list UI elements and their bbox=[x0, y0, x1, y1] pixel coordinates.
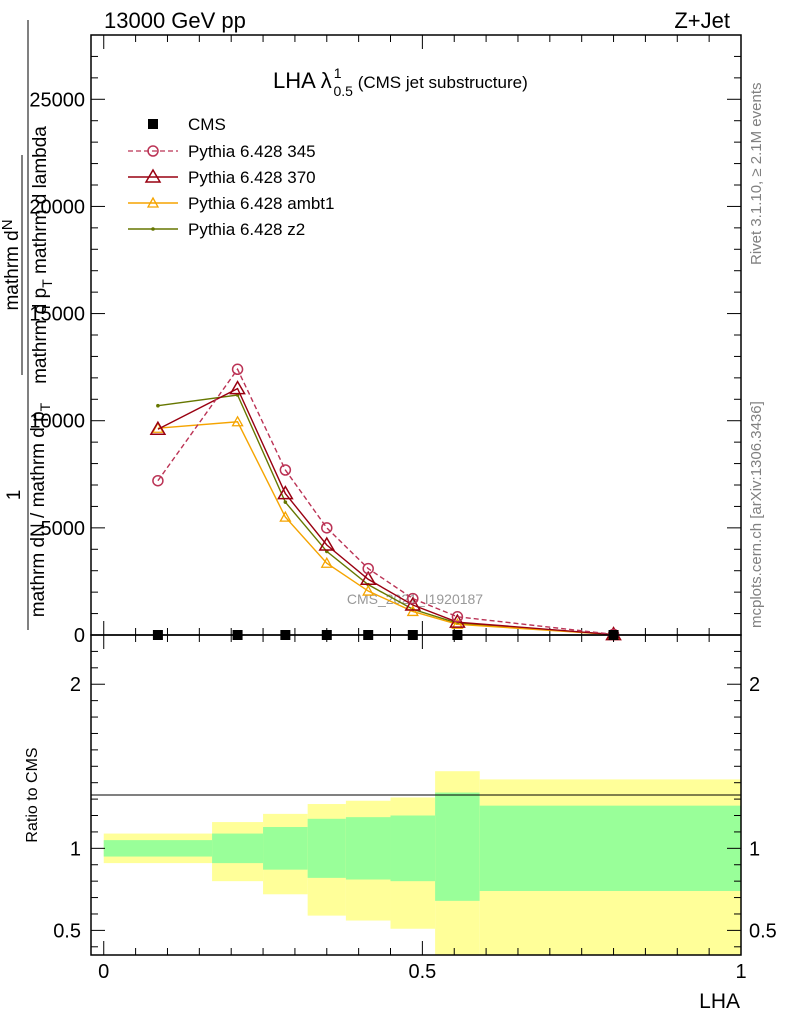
side-text-bottom: mcplots.cern.ch [arXiv:1306.3436] bbox=[748, 401, 765, 628]
main-ytick-label: 10000 bbox=[29, 411, 85, 433]
ylabel-inner-denom: mathrm d pT mathrm d lambda bbox=[30, 126, 55, 384]
data-point-pythia-6-428-370 bbox=[277, 485, 294, 500]
data-point-pythia-6-428-370 bbox=[359, 570, 377, 586]
ratio-bands bbox=[103, 771, 741, 955]
data-point-pythia-6-428-370 bbox=[229, 380, 246, 395]
data-point-pythia-6-428-370 bbox=[404, 596, 422, 611]
ratio-ytick-label-right: 1 bbox=[749, 838, 760, 860]
plot-title-sup: 1 bbox=[334, 65, 342, 81]
ratio-ytick-label: 1 bbox=[70, 838, 81, 860]
data-point-pythia-6-428-ambt1 bbox=[231, 415, 244, 427]
side-text-top: Rivet 3.1.10, ≥ 2.1M events bbox=[748, 83, 765, 266]
legend-marker-z2 bbox=[151, 227, 155, 231]
ratio-ylabel: Ratio to CMS bbox=[24, 747, 41, 842]
data-point-pythia-6-428-345 bbox=[362, 562, 374, 575]
ratio-band-inner bbox=[345, 817, 391, 880]
header-left: 13000 GeV pp bbox=[104, 8, 246, 33]
ratio-y-ticks: 0.5 0.5 1 1 2 2 bbox=[53, 650, 777, 948]
ylabel-numer-a: 1 bbox=[4, 490, 25, 501]
ratio-band-inner bbox=[212, 833, 264, 864]
series-line-pythia-6-428-ambt1 bbox=[157, 421, 614, 636]
main-ytick-label: 0 bbox=[74, 625, 85, 647]
ratio-ytick-label: 0.5 bbox=[53, 920, 81, 942]
legend-label-cms: CMS bbox=[188, 115, 226, 134]
data-point-pythia-6-428-345 bbox=[451, 611, 464, 623]
ratio-ytick-label-right: 0.5 bbox=[749, 920, 777, 942]
main-ylabel: 1 mathrm dN mathrm d pT mathrm d lambda … bbox=[0, 20, 55, 630]
data-point-pythia-6-428-370 bbox=[149, 420, 167, 436]
ratio-xtick-label: 0.5 bbox=[408, 961, 436, 983]
x-axis-label: LHA bbox=[699, 990, 740, 1013]
series-layer bbox=[149, 363, 622, 641]
data-point-pythia-6-428-345 bbox=[231, 363, 244, 376]
plot-title: LHA λ 1 0.5 (CMS jet substructure) bbox=[273, 65, 528, 99]
data-point-pythia-6-428-370 bbox=[318, 536, 336, 551]
data-point-pythia-6-428-345 bbox=[407, 592, 419, 605]
data-point-pythia-6-428-ambt1 bbox=[320, 556, 333, 568]
data-point-pythia-6-428-z2 bbox=[283, 500, 288, 504]
ratio-ytick-label-right: 2 bbox=[749, 674, 760, 696]
series-line-pythia-6-428-345 bbox=[157, 367, 614, 636]
legend-label-z2: Pythia 6.428 z2 bbox=[188, 220, 305, 239]
ratio-xtick-label: 0 bbox=[98, 961, 109, 983]
main-ytick-label: 15000 bbox=[29, 304, 85, 326]
main-ytick-label: 5000 bbox=[41, 518, 86, 540]
ratio-band-inner bbox=[479, 805, 741, 891]
ratio-band-inner bbox=[435, 792, 480, 901]
legend-marker-345 bbox=[147, 145, 159, 157]
legend-marker-cms bbox=[148, 119, 158, 129]
ylabel-outer-numer: mathrm dN bbox=[0, 219, 23, 310]
ratio-band-inner bbox=[103, 840, 213, 857]
data-point-pythia-6-428-345 bbox=[279, 464, 292, 476]
plot-title-sub: 0.5 bbox=[334, 83, 354, 99]
plot-title-suffix: (CMS jet substructure) bbox=[353, 73, 528, 92]
data-point-pythia-6-428-ambt1 bbox=[362, 584, 375, 596]
ratio-x-ticks: 0 0.5 1 bbox=[98, 635, 747, 983]
legend-marker-370 bbox=[144, 168, 162, 183]
legend-label-ambt1: Pythia 6.428 ambt1 bbox=[188, 194, 334, 213]
main-ytick-label: 25000 bbox=[29, 89, 85, 111]
ratio-band-inner bbox=[263, 827, 308, 870]
ratio-band-inner bbox=[307, 818, 346, 878]
legend: CMS Pythia 6.428 345 Pythia 6.428 370 Py… bbox=[128, 115, 334, 239]
ratio-xtick-label: 1 bbox=[735, 961, 746, 983]
header-right: Z+Jet bbox=[674, 8, 730, 33]
data-point-pythia-6-428-345 bbox=[321, 522, 333, 534]
data-point-pythia-6-428-345 bbox=[152, 474, 164, 487]
data-point-pythia-6-428-ambt1 bbox=[406, 605, 419, 617]
legend-label-345: Pythia 6.428 345 bbox=[188, 142, 316, 161]
data-point-pythia-6-428-ambt1 bbox=[279, 510, 292, 522]
data-point-pythia-6-428-ambt1 bbox=[451, 617, 464, 629]
ratio-ytick-label: 2 bbox=[70, 674, 81, 696]
ratio-plot-frame bbox=[90, 634, 742, 956]
series-line-pythia-6-428-z2 bbox=[157, 394, 614, 636]
plot-title-main: LHA λ bbox=[273, 68, 332, 93]
data-point-pythia-6-428-z2 bbox=[156, 403, 160, 408]
main-x-ticks bbox=[103, 35, 742, 635]
series-line-pythia-6-428-370 bbox=[157, 387, 614, 636]
legend-label-370: Pythia 6.428 370 bbox=[188, 168, 316, 187]
ratio-band-inner bbox=[390, 815, 436, 882]
main-ytick-label: 20000 bbox=[29, 196, 85, 218]
main-y-ticks: 0 5000 10000 15000 20000 25000 bbox=[29, 55, 741, 647]
ylabel-outer-denom: mathrm dN / mathrm d pT bbox=[28, 402, 53, 617]
legend-marker-ambt1 bbox=[146, 196, 160, 208]
